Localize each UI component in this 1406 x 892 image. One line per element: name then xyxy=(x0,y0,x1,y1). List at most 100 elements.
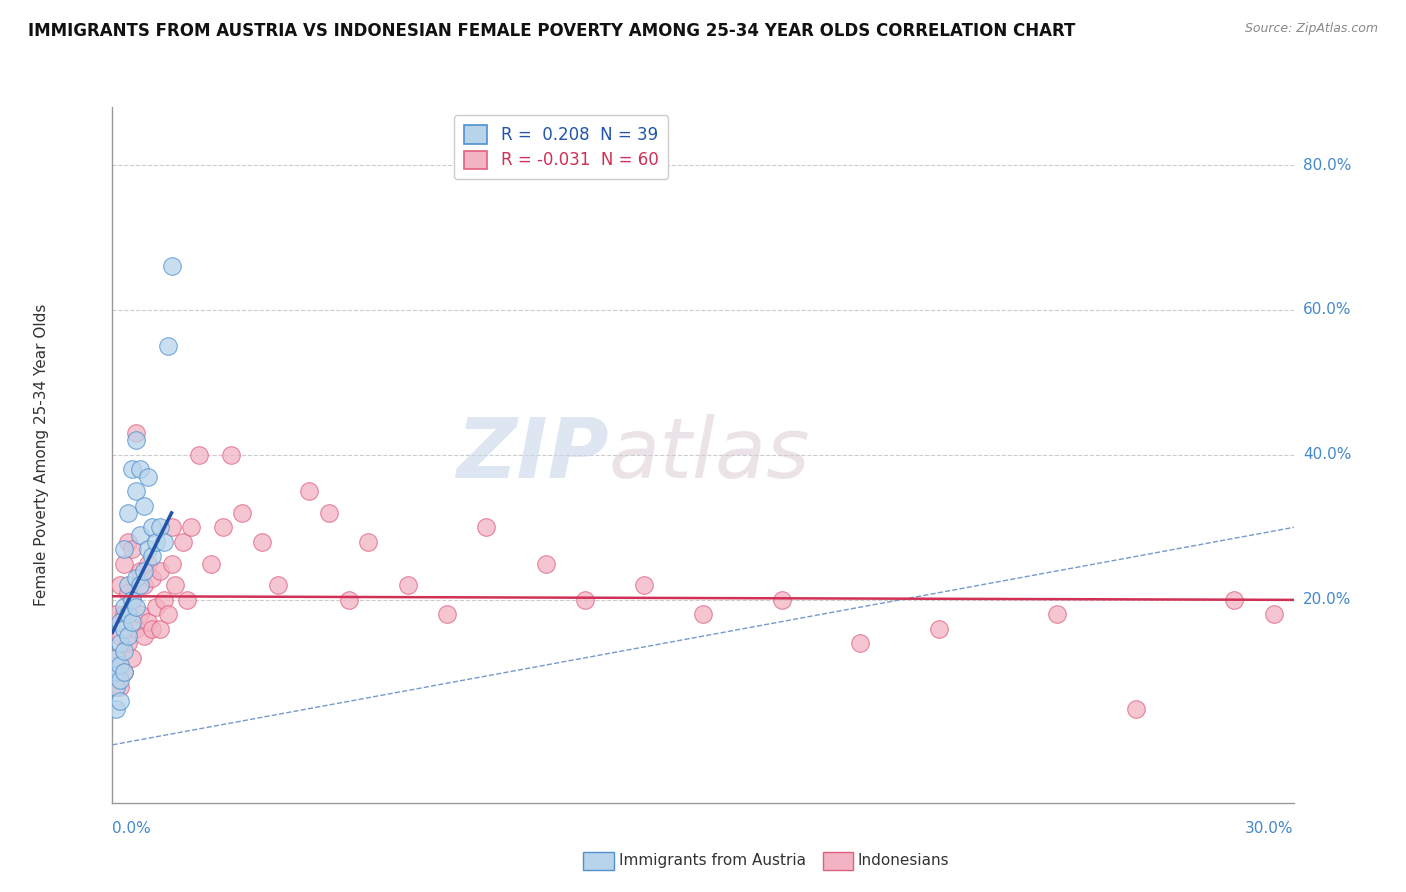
Point xyxy=(141,622,163,636)
Point xyxy=(105,607,128,622)
Point xyxy=(132,564,155,578)
Point xyxy=(112,557,135,571)
Point xyxy=(156,607,179,622)
Point xyxy=(121,592,143,607)
Point xyxy=(112,665,135,680)
Point xyxy=(152,534,174,549)
Point xyxy=(112,600,135,615)
Point xyxy=(180,520,202,534)
Text: 0.0%: 0.0% xyxy=(112,821,152,836)
Point xyxy=(117,578,139,592)
Point xyxy=(318,506,340,520)
Point xyxy=(188,448,211,462)
Point xyxy=(298,484,321,499)
Point xyxy=(129,564,152,578)
Point xyxy=(770,592,793,607)
Point xyxy=(337,592,360,607)
Point xyxy=(145,600,167,615)
Point xyxy=(117,636,139,650)
Point xyxy=(129,462,152,476)
Point xyxy=(231,506,253,520)
Point xyxy=(121,615,143,629)
Text: Source: ZipAtlas.com: Source: ZipAtlas.com xyxy=(1244,22,1378,36)
Point xyxy=(211,520,233,534)
Point xyxy=(136,557,159,571)
Point xyxy=(156,339,179,353)
Point xyxy=(117,585,139,599)
Text: atlas: atlas xyxy=(609,415,810,495)
Text: IMMIGRANTS FROM AUSTRIA VS INDONESIAN FEMALE POVERTY AMONG 25-34 YEAR OLDS CORRE: IMMIGRANTS FROM AUSTRIA VS INDONESIAN FE… xyxy=(28,22,1076,40)
Point xyxy=(117,534,139,549)
Text: ZIP: ZIP xyxy=(456,415,609,495)
Point xyxy=(141,520,163,534)
Point xyxy=(219,448,242,462)
Point xyxy=(121,592,143,607)
Point xyxy=(534,557,557,571)
Point xyxy=(176,592,198,607)
Point xyxy=(160,557,183,571)
Text: 30.0%: 30.0% xyxy=(1246,821,1294,836)
Point xyxy=(1263,607,1285,622)
Point xyxy=(692,607,714,622)
Point xyxy=(121,651,143,665)
Point xyxy=(200,557,222,571)
Point xyxy=(136,542,159,557)
Point xyxy=(267,578,290,592)
Text: 80.0%: 80.0% xyxy=(1303,158,1351,172)
Point xyxy=(125,484,148,499)
Point xyxy=(132,578,155,592)
Point xyxy=(110,673,132,687)
Point xyxy=(1223,592,1246,607)
Point xyxy=(112,542,135,557)
Point xyxy=(121,542,143,557)
Point xyxy=(574,592,596,607)
Point xyxy=(141,549,163,564)
Point xyxy=(105,651,128,665)
Point xyxy=(149,564,172,578)
Point xyxy=(165,578,187,592)
Point xyxy=(117,506,139,520)
Point xyxy=(125,426,148,441)
Point xyxy=(136,469,159,483)
Point xyxy=(112,607,135,622)
Point xyxy=(105,665,128,680)
Text: Female Poverty Among 25-34 Year Olds: Female Poverty Among 25-34 Year Olds xyxy=(34,304,49,606)
Point xyxy=(633,578,655,592)
Point xyxy=(117,607,139,622)
Point xyxy=(125,571,148,585)
Point xyxy=(112,622,135,636)
Point xyxy=(1125,701,1147,715)
Point xyxy=(125,622,148,636)
Point xyxy=(121,462,143,476)
Text: 20.0%: 20.0% xyxy=(1303,592,1351,607)
Point xyxy=(125,600,148,615)
Point xyxy=(129,527,152,541)
Point xyxy=(475,520,498,534)
Point xyxy=(132,499,155,513)
Point xyxy=(129,607,152,622)
Point xyxy=(149,520,172,534)
Point xyxy=(141,571,163,585)
Text: 40.0%: 40.0% xyxy=(1303,448,1351,462)
Point xyxy=(928,622,950,636)
Point xyxy=(849,636,872,650)
Point xyxy=(110,615,132,629)
Point xyxy=(149,622,172,636)
Point xyxy=(125,434,148,448)
Legend: R =  0.208  N = 39, R = -0.031  N = 60: R = 0.208 N = 39, R = -0.031 N = 60 xyxy=(454,115,668,179)
Point xyxy=(112,643,135,657)
Point xyxy=(110,680,132,694)
Point xyxy=(110,694,132,708)
Text: Immigrants from Austria: Immigrants from Austria xyxy=(619,854,806,868)
Point xyxy=(136,615,159,629)
Point xyxy=(110,629,132,643)
Point xyxy=(160,260,183,274)
Text: Indonesians: Indonesians xyxy=(858,854,949,868)
Point xyxy=(1046,607,1069,622)
Point xyxy=(117,629,139,643)
Point xyxy=(152,592,174,607)
Point xyxy=(436,607,458,622)
Point xyxy=(160,520,183,534)
Point xyxy=(145,534,167,549)
Text: 60.0%: 60.0% xyxy=(1303,302,1351,318)
